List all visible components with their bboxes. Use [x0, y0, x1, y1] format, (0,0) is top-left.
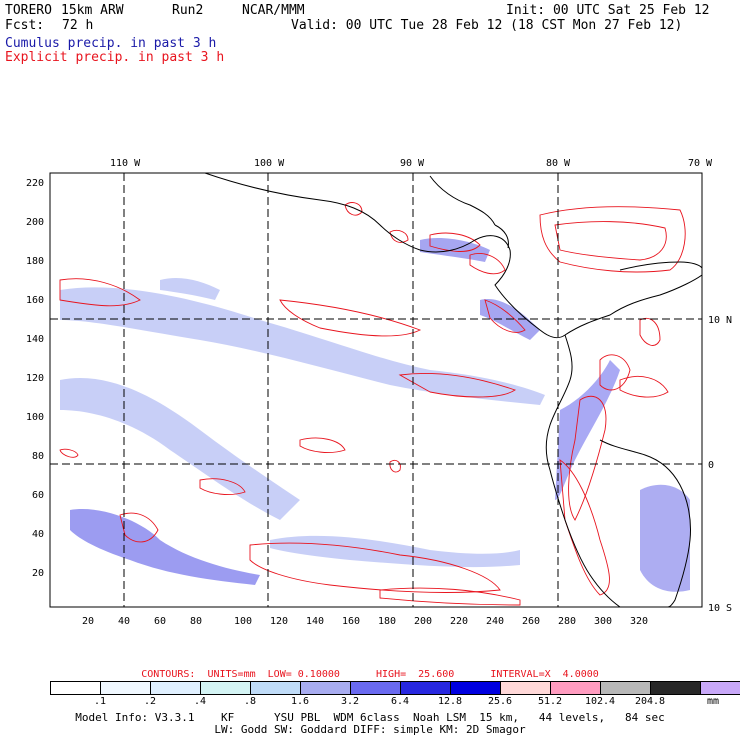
grid-y-label: 80	[32, 451, 44, 462]
legend-tick-label: 102.4	[584, 696, 616, 707]
grid-x-label: 100	[234, 616, 252, 627]
legend-tick-label: 6.4	[390, 696, 410, 707]
grid-x-label: 320	[630, 616, 648, 627]
grid-x-label: 220	[450, 616, 468, 627]
model-info: Model Info: V3.3.1 KF YSU PBL WDM 6class…	[75, 711, 665, 724]
legend-unit: mm	[707, 696, 720, 707]
legend-swatch	[601, 682, 651, 694]
org-label: NCAR/MMM	[242, 3, 305, 18]
grid-x-label: 260	[522, 616, 540, 627]
coastline	[204, 173, 702, 607]
legend-swatch	[151, 682, 201, 694]
legend-tick-label: .1	[93, 696, 107, 707]
grid-x-label: 240	[486, 616, 504, 627]
legend-tick-label: 3.2	[340, 696, 360, 707]
contour-info: CONTOURS: UNITS=mm LOW= 0.10000 HIGH= 25…	[141, 669, 599, 680]
legend-swatch	[651, 682, 701, 694]
legend-swatch	[201, 682, 251, 694]
legend-swatch	[351, 682, 401, 694]
lat-label-10s: 10 S	[708, 603, 732, 614]
legend-swatch	[101, 682, 151, 694]
physics-info: LW: Godd SW: Goddard DIFF: simple KM: 2D…	[214, 723, 526, 736]
run-label: Run2	[172, 3, 204, 18]
grid-x-label: 20	[82, 616, 94, 627]
lon-label-90w: 90 W	[400, 158, 425, 169]
lon-label-70w: 70 W	[688, 158, 713, 169]
legend-swatch	[451, 682, 501, 694]
grid-x-label: 140	[306, 616, 324, 627]
map-canvas: 110 W 100 W 90 W 80 W 70 W 10 N 0 10 S 2…	[26, 158, 732, 627]
grid-y-label: 140	[26, 334, 44, 345]
fcst-value: 72 h	[62, 18, 94, 33]
grid-x-label: 120	[270, 616, 288, 627]
legend-swatch	[401, 682, 451, 694]
legend-tick-label: 51.2	[537, 696, 563, 707]
fcst-label: Fcst:	[5, 18, 45, 33]
grid-x-label: 280	[558, 616, 576, 627]
grid-x-label: 160	[342, 616, 360, 627]
legend-tick-label: 12.8	[437, 696, 463, 707]
model-name: TORERO	[5, 3, 52, 18]
valid-time: Valid: 00 UTC Tue 28 Feb 12 (18 CST Mon …	[291, 18, 683, 33]
lon-label-100w: 100 W	[254, 158, 285, 169]
grid-y-label: 220	[26, 178, 44, 189]
grid-y-label: 200	[26, 217, 44, 228]
grid-y-label: 40	[32, 529, 44, 540]
cumulus-field-title: Cumulus precip. in past 3 h	[5, 36, 217, 51]
explicit-precip-contours	[59, 202, 686, 606]
lat-label-10n: 10 N	[708, 315, 732, 326]
grid-x-label: 40	[118, 616, 130, 627]
grid-y-label: 100	[26, 412, 44, 423]
legend-swatch	[501, 682, 551, 694]
latlon-grid	[50, 173, 702, 607]
legend-swatch	[51, 682, 101, 694]
grid-resolution: 15km ARW	[61, 3, 124, 18]
lon-label-110w: 110 W	[110, 158, 141, 169]
lat-label-0: 0	[708, 460, 714, 471]
grid-y-label: 20	[32, 568, 44, 579]
legend-tick-label: .4	[193, 696, 207, 707]
cumulus-precip-layer	[60, 238, 690, 592]
color-legend	[50, 681, 740, 695]
legend-tick-label: 204.8	[634, 696, 666, 707]
grid-y-label: 160	[26, 295, 44, 306]
legend-tick-label: .2	[143, 696, 157, 707]
legend-swatch	[251, 682, 301, 694]
grid-x-label: 180	[378, 616, 396, 627]
grid-y-label: 120	[26, 373, 44, 384]
legend-swatch	[301, 682, 351, 694]
grid-x-label: 300	[594, 616, 612, 627]
legend-tick-label: .8	[243, 696, 257, 707]
explicit-field-title: Explicit precip. in past 3 h	[5, 50, 225, 65]
grid-x-label: 60	[154, 616, 166, 627]
legend-swatch	[701, 682, 740, 694]
legend-swatch	[551, 682, 601, 694]
init-time: Init: 00 UTC Sat 25 Feb 12	[506, 3, 710, 18]
legend-tick-label: 25.6	[487, 696, 513, 707]
legend-tick-label: 1.6	[290, 696, 310, 707]
grid-x-label: 200	[414, 616, 432, 627]
grid-y-label: 60	[32, 490, 44, 501]
lon-label-80w: 80 W	[546, 158, 571, 169]
grid-y-label: 180	[26, 256, 44, 267]
grid-x-label: 80	[190, 616, 202, 627]
